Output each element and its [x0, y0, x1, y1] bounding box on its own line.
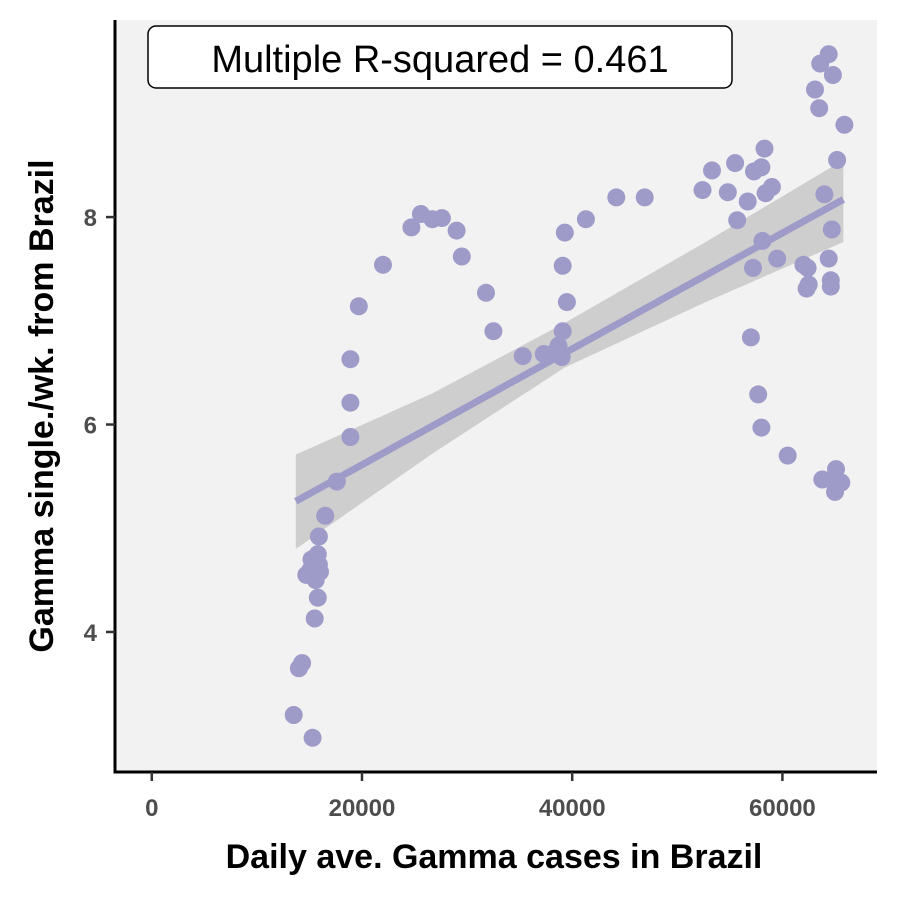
data-point-3	[293, 654, 312, 673]
y-tick-label: 8	[84, 205, 97, 232]
data-point-36	[555, 223, 574, 242]
data-point-45	[728, 211, 747, 230]
data-point-4	[305, 609, 324, 628]
data-points	[284, 45, 854, 747]
y-axis-ticks: 4 6 8	[84, 205, 115, 647]
data-point-69	[819, 249, 838, 268]
data-point-20	[374, 255, 392, 274]
x-axis-ticks: 0 20000 40000 60000	[145, 772, 816, 822]
annotation-box	[147, 25, 733, 89]
data-point-78	[832, 473, 851, 492]
data-point-53	[744, 258, 762, 277]
data-point-21	[402, 218, 421, 237]
x-tick-label: 60000	[749, 795, 816, 822]
x-tick-label: 20000	[329, 795, 396, 822]
data-point-79	[835, 115, 854, 134]
data-point-34	[553, 322, 572, 341]
data-point-58	[778, 446, 797, 465]
data-point-17	[341, 393, 360, 412]
data-point-54	[749, 385, 768, 404]
data-point-63	[806, 80, 824, 99]
data-point-13	[309, 527, 328, 546]
data-point-24	[432, 209, 451, 228]
y-axis-title: Gamma single./wk. from Brazil	[23, 159, 61, 652]
data-point-27	[477, 283, 495, 302]
data-point-42	[703, 161, 721, 180]
data-point-64	[810, 99, 829, 118]
data-point-68	[819, 45, 838, 64]
data-point-5	[308, 588, 327, 607]
data-point-52	[741, 328, 760, 347]
annotation-text: Multiple R-squared = 0.461	[211, 39, 668, 81]
data-point-62	[797, 279, 816, 298]
data-point-19	[349, 297, 368, 316]
data-point-25	[447, 221, 466, 240]
data-point-60	[798, 258, 817, 277]
data-point-38	[576, 210, 595, 229]
data-point-46	[738, 192, 757, 211]
data-point-14	[316, 506, 335, 525]
data-point-29	[513, 347, 532, 366]
data-point-48	[752, 158, 771, 177]
data-point-76	[827, 460, 845, 479]
data-point-35	[553, 256, 572, 275]
data-point-12	[308, 545, 327, 564]
data-point-28	[484, 322, 503, 341]
data-point-37	[557, 293, 576, 312]
x-tick-label: 40000	[539, 795, 606, 822]
data-point-0	[284, 706, 303, 724]
r-squared-annotation: Multiple R-squared = 0.461	[147, 25, 733, 89]
data-point-49	[755, 139, 774, 158]
data-point-43	[718, 183, 737, 202]
data-point-71	[821, 277, 840, 296]
data-point-57	[768, 249, 787, 268]
y-tick-label: 6	[84, 413, 97, 440]
data-point-41	[693, 181, 712, 200]
x-tick-label: 0	[145, 795, 158, 822]
data-point-39	[607, 188, 626, 207]
x-axis-title: Daily ave. Gamma cases in Brazil	[226, 838, 763, 876]
data-point-40	[635, 188, 654, 207]
data-point-51	[762, 178, 781, 196]
regression-line	[294, 196, 846, 505]
data-point-55	[752, 418, 771, 437]
data-point-67	[815, 185, 834, 204]
data-point-26	[452, 247, 471, 266]
data-point-16	[341, 428, 360, 446]
data-point-18	[341, 350, 360, 369]
data-point-73	[823, 66, 842, 84]
y-tick-label: 4	[84, 620, 98, 647]
data-point-77	[828, 151, 847, 169]
data-point-44	[726, 154, 745, 173]
data-point-72	[822, 220, 841, 239]
data-point-1	[303, 728, 322, 747]
